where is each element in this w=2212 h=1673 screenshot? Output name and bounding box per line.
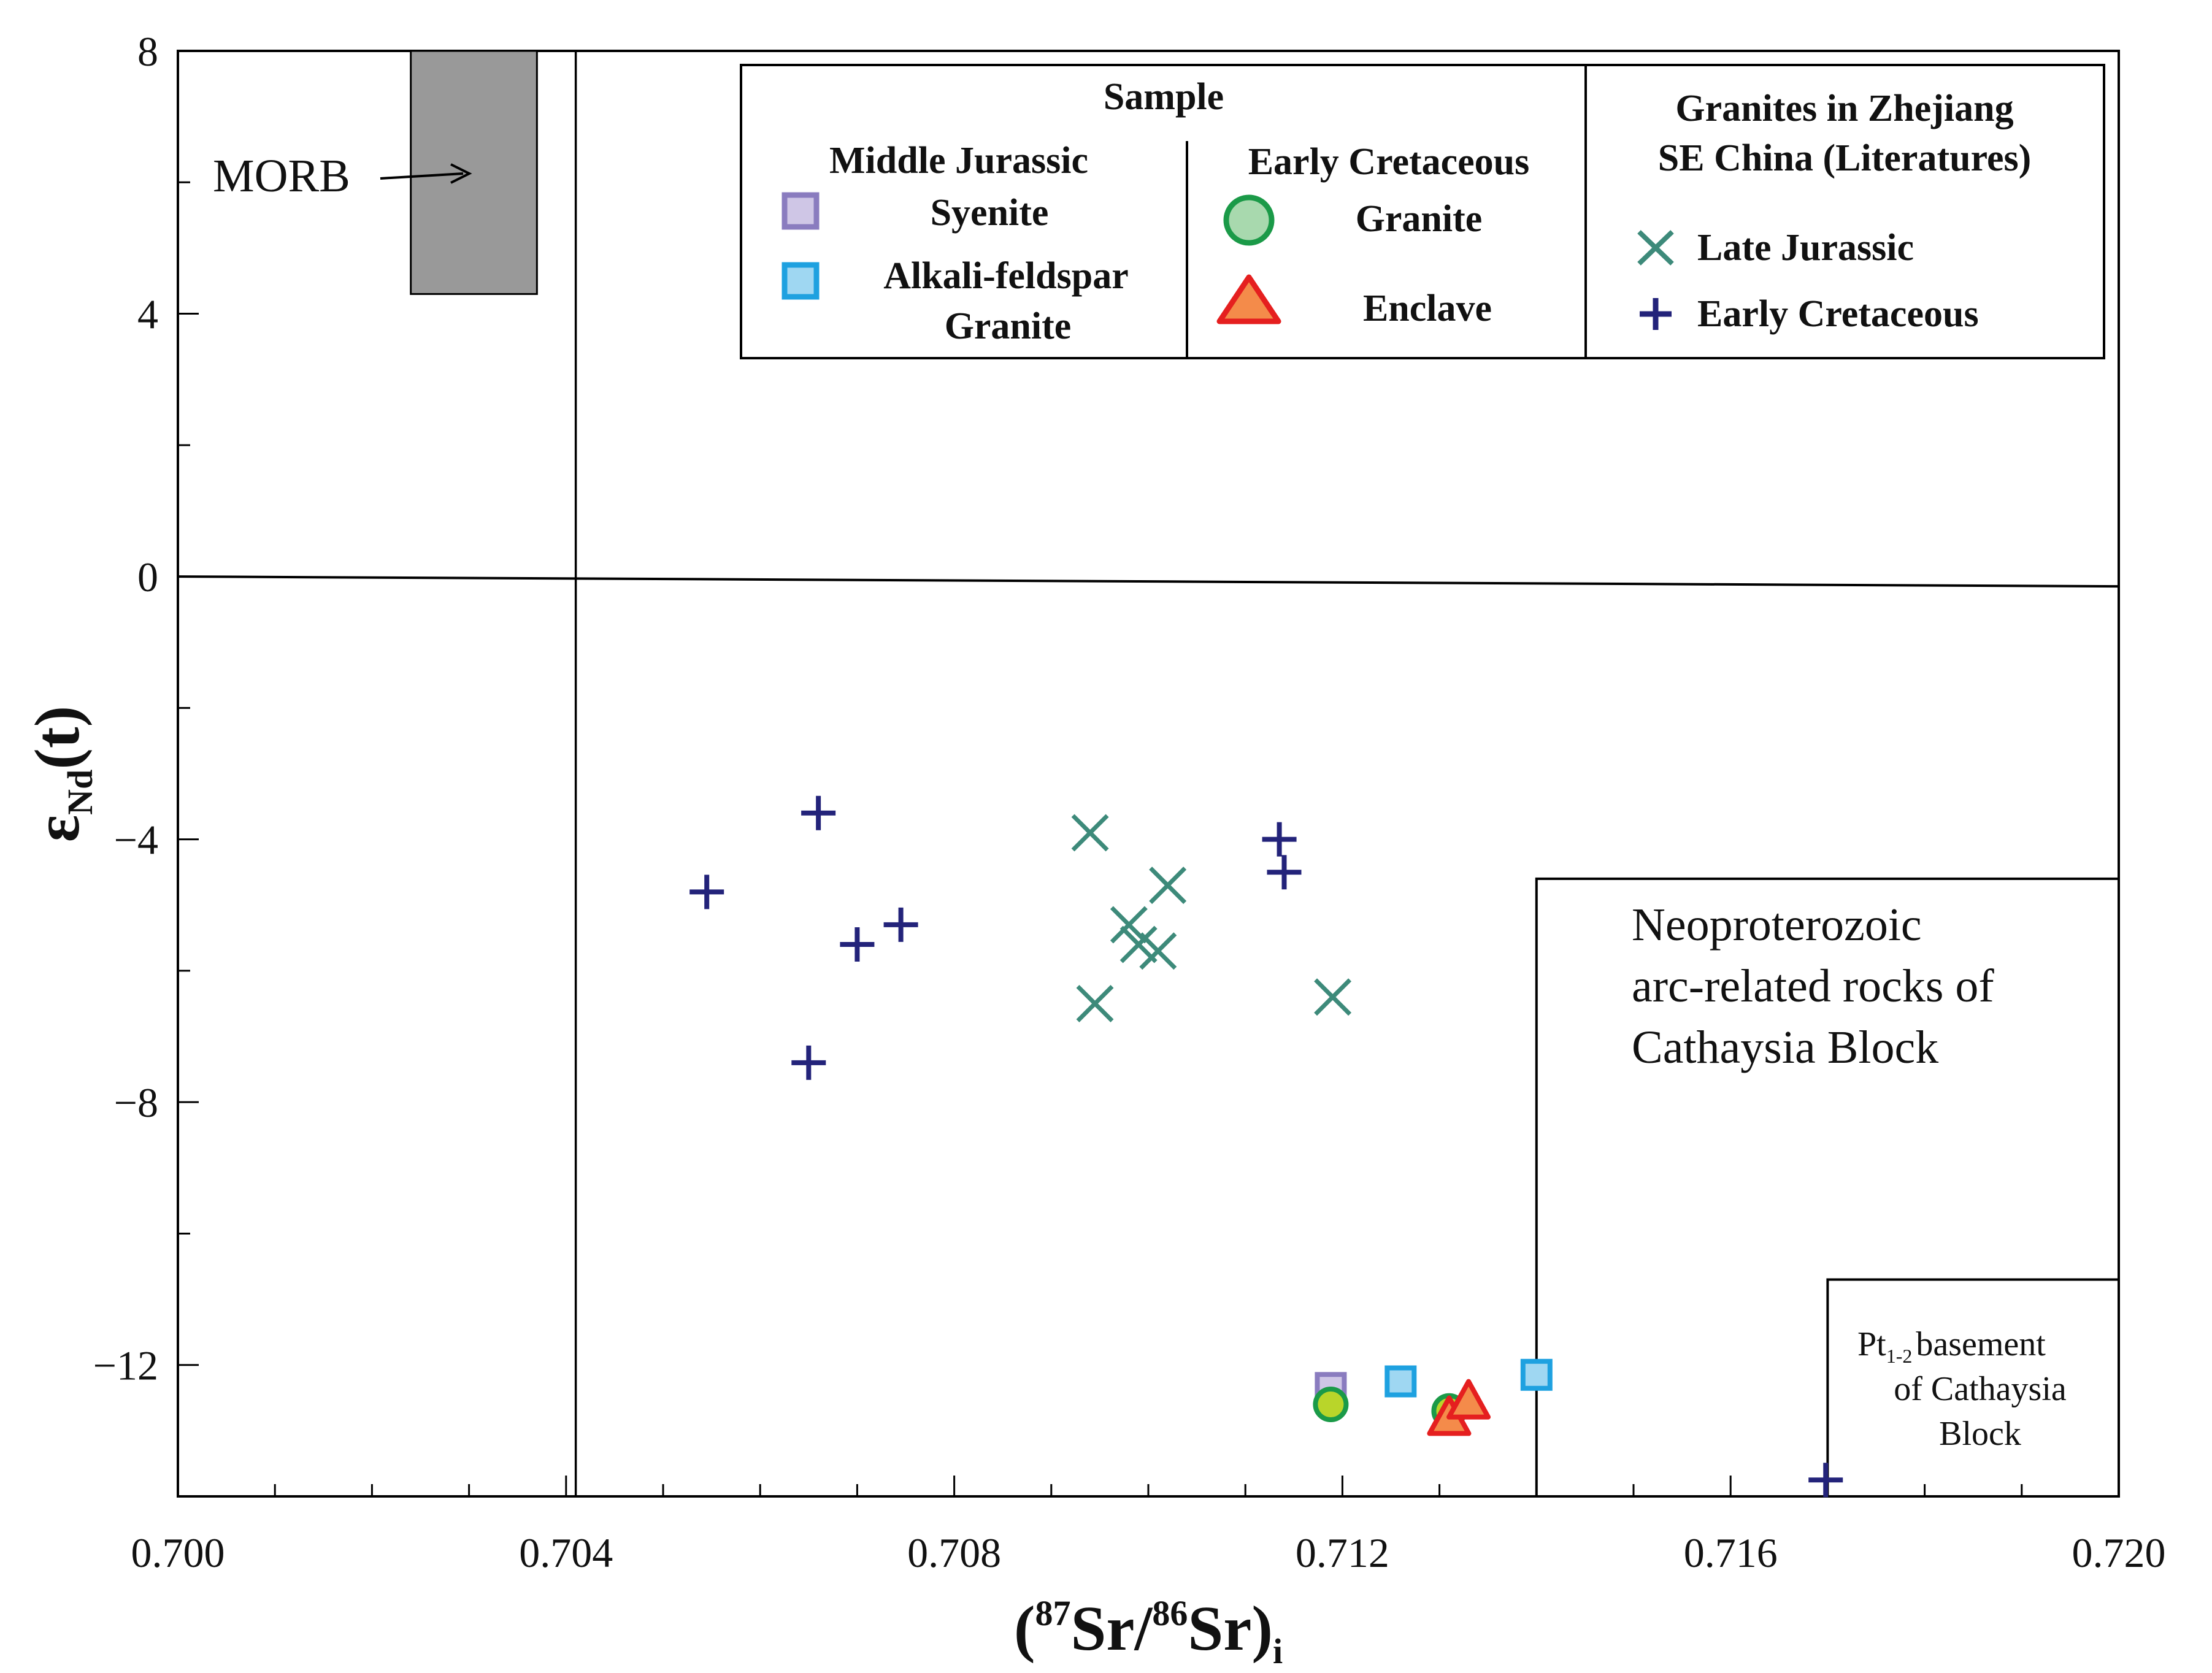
legend-group2-title: Early Cretaceous: [1248, 141, 1530, 183]
basement-label-line3: Block: [1939, 1415, 2021, 1453]
y-tick-label: −12: [93, 1342, 158, 1389]
data-point-x: [1139, 932, 1177, 970]
y-axis-ticks: 8 4 0 −4 −8 −12: [93, 28, 199, 1498]
data-point-plus: [1808, 1463, 1843, 1498]
x-axis-ticks: 0.700 0.704 0.708 0.712 0.716 0.720: [131, 1476, 2166, 1576]
morb-label: MORB: [213, 150, 350, 202]
data-point-triangle: [1446, 1379, 1491, 1420]
legend-alkali-marker: [781, 262, 820, 300]
basement-label-line1: Pt1-2 basement: [1857, 1325, 2046, 1367]
x-tick-label: 0.708: [907, 1529, 1001, 1576]
y-tick-label: 0: [137, 554, 158, 600]
legend-late-jurassic-marker: [1637, 230, 1674, 266]
arc-region-label-line1: Neoproterozoic: [1632, 899, 1922, 951]
data-point-square: [1520, 1358, 1553, 1391]
legend-alkali-label-line1: Alkali-feldspar: [883, 255, 1129, 297]
legend-syenite-label: Syenite: [931, 192, 1049, 234]
y-tick-label: 4: [137, 291, 158, 338]
y-tick-label: −4: [114, 817, 158, 863]
data-point-plus: [791, 1045, 826, 1080]
data-point-x: [1314, 978, 1352, 1016]
legend-early-cretaceous-marker: [1640, 298, 1672, 330]
legend-granite-label: Granite: [1356, 198, 1483, 240]
legend-lit-title-line1: Granites in Zhejiang: [1675, 88, 2013, 129]
legend-alkali-label-line2: Granite: [945, 305, 1072, 347]
y-tick-label: 8: [137, 28, 158, 75]
legend-enclave-label: Enclave: [1363, 288, 1492, 329]
y-axis-title: εNd(t): [22, 706, 100, 843]
legend-early-cretaceous-label: Early Cretaceous: [1697, 293, 1979, 335]
legend-lit-title-line2: SE China (Literatures): [1658, 137, 2032, 179]
x-tick-label: 0.720: [2072, 1529, 2166, 1576]
morb-arrow: [380, 163, 472, 184]
legend-title: Sample: [1104, 76, 1224, 118]
y-tick-label: −8: [114, 1079, 158, 1126]
data-points: [689, 795, 1843, 1498]
data-point-x: [1076, 985, 1114, 1022]
data-point-circle: [1313, 1387, 1349, 1423]
x-tick-label: 0.716: [1684, 1529, 1778, 1576]
data-point-x: [1119, 925, 1158, 963]
legend-box: [740, 64, 2105, 359]
zero-reference-line: [177, 575, 2119, 588]
data-point-plus: [1262, 822, 1297, 857]
data-point-plus: [689, 875, 724, 909]
data-point-x: [1149, 867, 1187, 905]
legend-group1-title: Middle Jurassic: [829, 140, 1088, 182]
basement-label-word: basement: [1916, 1325, 2046, 1363]
data-point-plus: [840, 927, 875, 962]
data-point-x: [1071, 814, 1109, 852]
legend-syenite-marker: [781, 192, 820, 230]
arc-region-label-line2: arc-related rocks of: [1632, 960, 1994, 1012]
x-tick-label: 0.704: [519, 1529, 613, 1576]
legend: Sample Middle Jurassic Early Cretaceous …: [740, 64, 2105, 359]
morb-region: [410, 50, 538, 295]
basement-label-prefix: Pt: [1857, 1325, 1886, 1363]
data-point-plus: [801, 795, 836, 830]
legend-enclave-marker: [1216, 274, 1281, 324]
basement-label-line2: of Cathaysia: [1894, 1370, 2067, 1408]
basement-label-sub: 1-2: [1886, 1345, 1913, 1367]
data-point-plus: [1267, 855, 1302, 890]
x-tick-label: 0.712: [1296, 1529, 1389, 1576]
data-point-plus: [883, 907, 918, 942]
data-point-square: [1384, 1365, 1417, 1398]
x-axis-title: (87Sr/86Sr)i: [1014, 1593, 1283, 1671]
legend-late-jurassic-label: Late Jurassic: [1697, 227, 1914, 269]
legend-granite-marker: [1223, 194, 1275, 246]
arc-region-label-line3: Cathaysia Block: [1632, 1022, 1938, 1073]
x-tick-label: 0.700: [131, 1529, 225, 1576]
basement-region: [1826, 1278, 2120, 1498]
